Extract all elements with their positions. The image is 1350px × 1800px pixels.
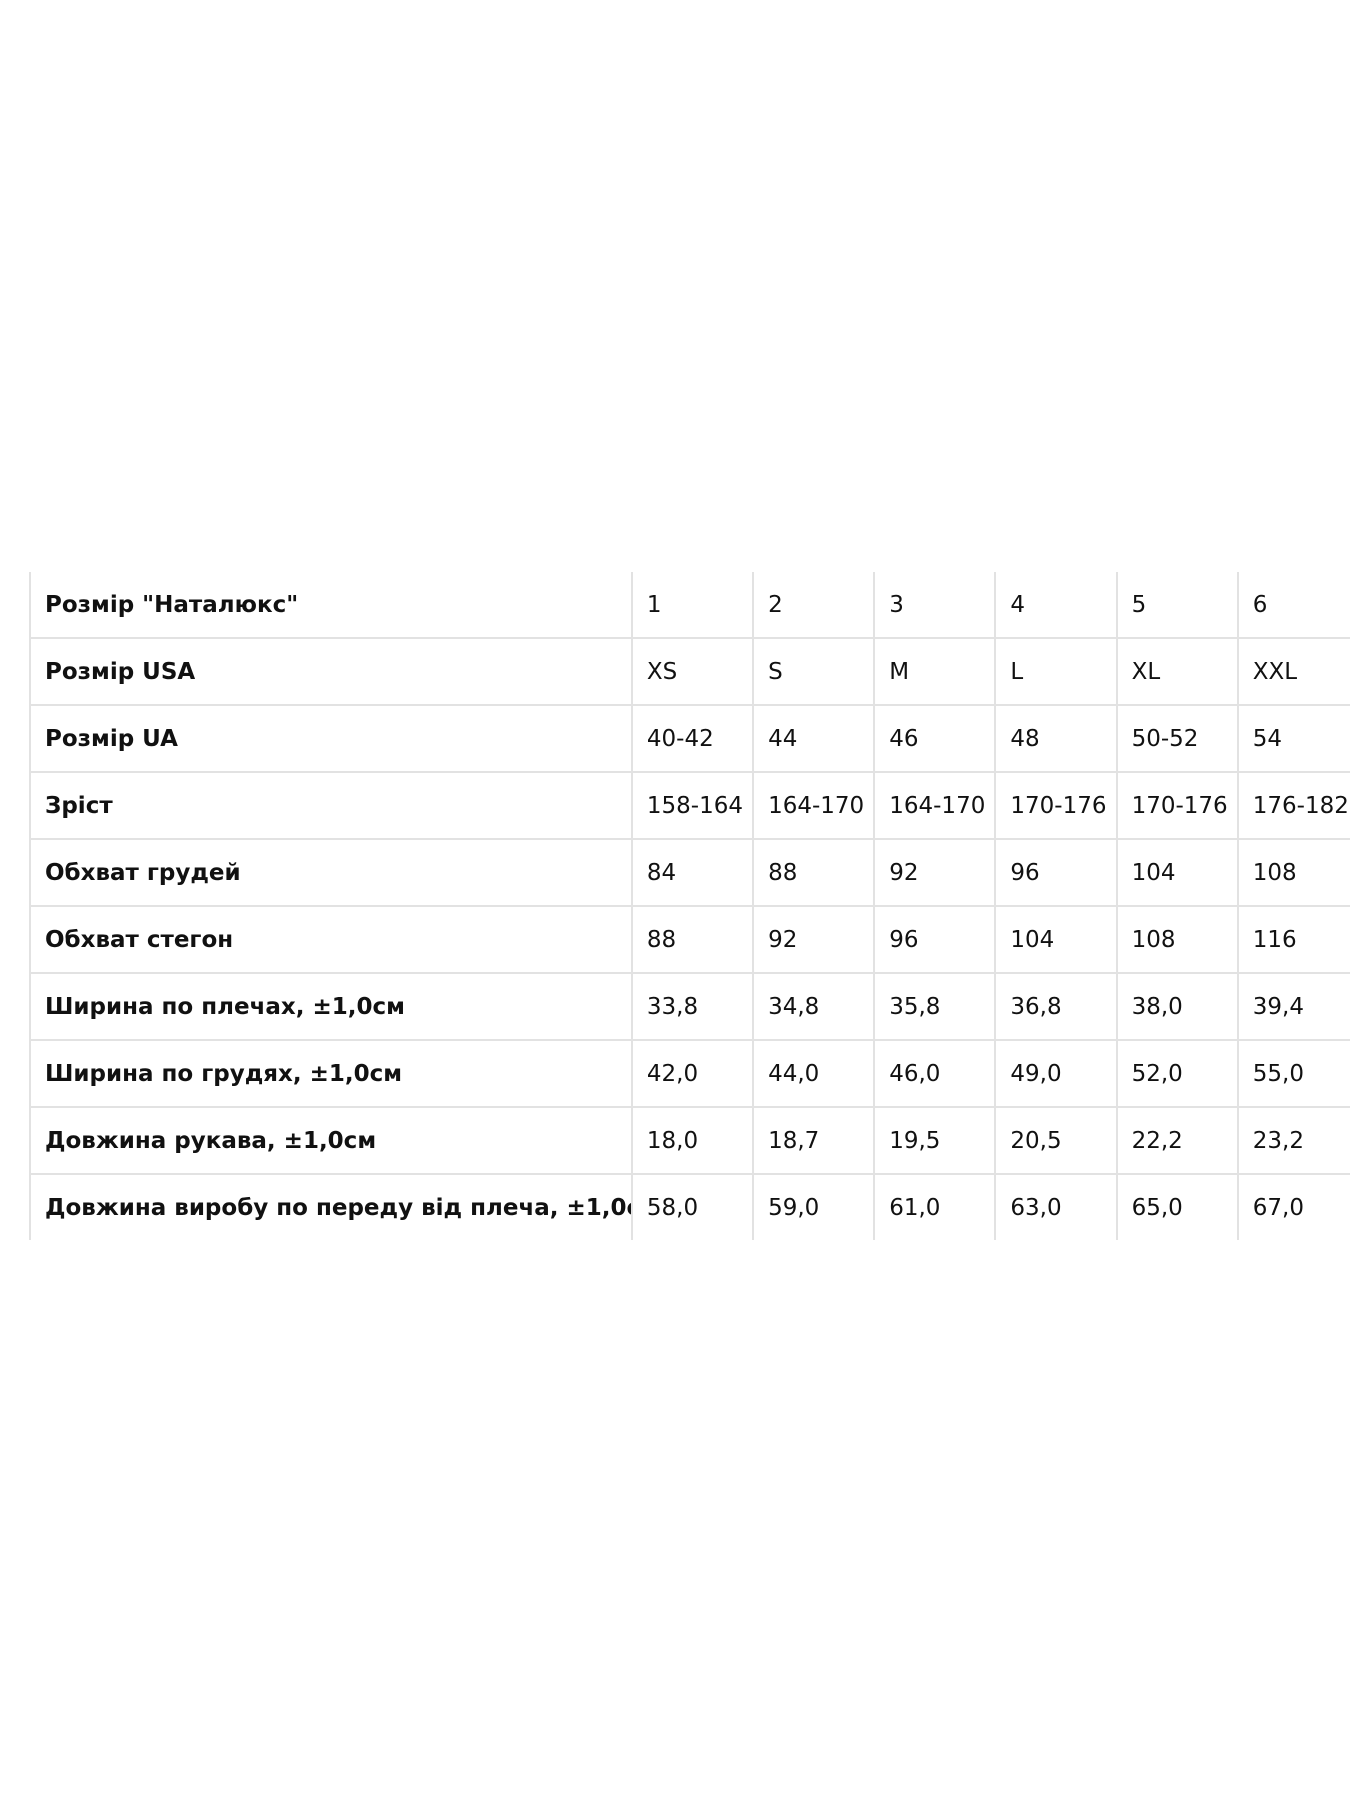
table-row: Ширина по плечах, ±1,0см 33,8 34,8 35,8 36,8… [29,972,1350,1040]
table-cell: 92 [752,905,875,973]
table-cell: 5 [1115,572,1238,638]
table-cell: 3 [873,572,996,638]
table-cell: M [873,637,996,705]
table-cell: 61,0 [873,1173,996,1240]
table-cell: 67,0 [1236,1173,1350,1240]
table-cell: 108 [1236,838,1350,906]
table-cell: XL [1115,637,1238,705]
table-cell: 104 [994,905,1117,973]
table-cell: 36,8 [994,972,1117,1040]
table-cell: 158-164 [630,771,754,839]
table-cell: 22,2 [1115,1106,1238,1174]
table-cell: 170-176 [994,771,1117,839]
table-cell: 1 [630,572,754,638]
table-row: Обхват грудей 84 88 92 96 104 108 [29,838,1350,906]
table-cell: 44 [752,704,875,772]
table-cell: 18,0 [630,1106,754,1174]
row-label: Обхват грудей [29,838,632,906]
table-cell: 4 [994,572,1117,638]
table-cell: 54 [1236,704,1350,772]
table-row: Довжина виробу по переду від плеча, ±1,0… [29,1173,1350,1240]
table-cell: 46 [873,704,996,772]
table-cell: 96 [873,905,996,973]
table-cell: 59,0 [752,1173,875,1240]
table-row: Ширина по грудях, ±1,0см 42,0 44,0 46,0 49,0… [29,1039,1350,1107]
table-cell: 55,0 [1236,1039,1350,1107]
row-label: Зріст [29,771,632,839]
row-label: Розмір USA [29,637,632,705]
table-cell: XXL [1236,637,1350,705]
table-cell: 104 [1115,838,1238,906]
table-cell: 34,8 [752,972,875,1040]
table-row: Зріст 158-164 164-170 164-170 170-176 170-176… [29,771,1350,839]
table-cell: 88 [752,838,875,906]
table-cell: 52,0 [1115,1039,1238,1107]
table-cell: 19,5 [873,1106,996,1174]
table-cell: 50-52 [1115,704,1238,772]
row-label: Ширина по грудях, ±1,0см [29,1039,632,1107]
table-cell: 42,0 [630,1039,754,1107]
table-cell: 176-182 [1236,771,1350,839]
table-row: Розмір "Наталюкс" 1 2 3 4 5 6 [29,572,1350,638]
table-cell: 33,8 [630,972,754,1040]
table-cell: 35,8 [873,972,996,1040]
table-row: Обхват стегон 88 92 96 104 108 116 [29,905,1350,973]
table-cell: 170-176 [1115,771,1238,839]
table-cell: 108 [1115,905,1238,973]
table-row: Довжина рукава, ±1,0см 18,0 18,7 19,5 20,5 22… [29,1106,1350,1174]
table-row: Розмір USA XS S M L XL XXL [29,637,1350,705]
row-label: Обхват стегон [29,905,632,973]
table-cell: 18,7 [752,1106,875,1174]
table-cell: 40-42 [630,704,754,772]
table-cell: 2 [752,572,875,638]
table-cell: 116 [1236,905,1350,973]
row-label: Розмір UA [29,704,632,772]
table-cell: 88 [630,905,754,973]
table-cell: 164-170 [873,771,996,839]
table-cell: 58,0 [630,1173,754,1240]
table-cell: 49,0 [994,1039,1117,1107]
table-cell: 63,0 [994,1173,1117,1240]
table-cell: 92 [873,838,996,906]
table-cell: 46,0 [873,1039,996,1107]
row-label: Довжина рукава, ±1,0см [29,1106,632,1174]
table-cell: 44,0 [752,1039,875,1107]
row-label: Довжина виробу по переду від плеча, ±1,0… [29,1173,632,1240]
table-cell: 96 [994,838,1117,906]
table-cell: 20,5 [994,1106,1117,1174]
table-cell: 84 [630,838,754,906]
row-label: Ширина по плечах, ±1,0см [29,972,632,1040]
table-row: Розмір UA 40-42 44 46 48 50-52 54 [29,704,1350,772]
table-cell: 6 [1236,572,1350,638]
table-cell: XS [630,637,754,705]
table-cell: S [752,637,875,705]
table-cell: 23,2 [1236,1106,1350,1174]
table-cell: 39,4 [1236,972,1350,1040]
table-cell: 38,0 [1115,972,1238,1040]
row-label: Розмір "Наталюкс" [29,572,632,638]
table-cell: 48 [994,704,1117,772]
table-cell: 164-170 [752,771,875,839]
table-cell: L [994,637,1117,705]
table-cell: 65,0 [1115,1173,1238,1240]
size-chart-table: Розмір "Наталюкс" 1 2 3 4 5 6 Розмір USA XS S M L XL… [29,572,1350,1240]
